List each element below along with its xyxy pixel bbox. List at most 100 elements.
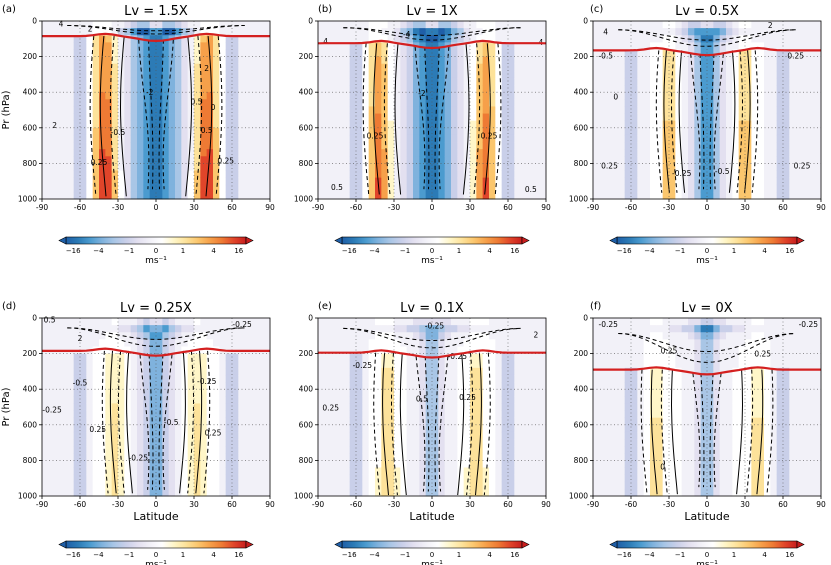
heat-cell — [238, 467, 246, 476]
heat-cell — [770, 134, 778, 143]
heat-cell — [156, 106, 163, 114]
heat-cell — [713, 85, 721, 93]
contour-line — [438, 46, 450, 190]
heat-cell — [67, 77, 75, 86]
heat-cell — [413, 339, 420, 347]
heat-cell — [137, 481, 144, 490]
heat-cell — [118, 325, 125, 333]
heat-cell — [533, 325, 541, 333]
heat-cell — [814, 92, 822, 100]
heat-cell — [438, 21, 446, 29]
heat-cell — [118, 431, 125, 440]
heat-cell — [419, 446, 427, 454]
heat-cell — [263, 170, 271, 179]
heat-cell — [605, 63, 613, 72]
heat-cell — [99, 439, 106, 447]
heat-cell — [349, 56, 357, 65]
heat-cell — [92, 339, 100, 347]
heat-cell — [54, 424, 62, 433]
y-tick-label: 800 — [574, 159, 589, 168]
heat-cell — [232, 113, 239, 122]
heat-cell — [330, 134, 338, 143]
heat-cell — [732, 77, 740, 86]
heat-cell — [206, 85, 214, 93]
heat-cell — [232, 396, 239, 404]
heat-cell — [337, 439, 344, 447]
heat-cell — [213, 113, 220, 122]
heat-cell — [814, 49, 822, 57]
contour-line — [484, 43, 491, 195]
heat-cell — [337, 403, 344, 411]
heat-cell — [187, 42, 195, 50]
heat-cell — [476, 318, 484, 326]
heat-cell — [495, 120, 503, 129]
heat-cell — [330, 127, 338, 136]
heat-cell — [225, 417, 233, 426]
heat-cell — [476, 481, 484, 490]
heat-cell — [394, 63, 401, 72]
heat-cell — [406, 127, 414, 136]
heat-cell — [618, 488, 626, 497]
heat-cell — [618, 92, 626, 100]
heat-cell — [318, 70, 325, 79]
heat-cell — [318, 63, 325, 72]
heat-cell — [612, 431, 619, 440]
heat-cell — [501, 488, 509, 497]
heat-cell — [111, 424, 119, 433]
heat-cell — [394, 332, 401, 340]
heat-cell — [514, 63, 522, 72]
heat-cell — [362, 332, 370, 340]
heat-cell — [732, 134, 740, 143]
heat-cell — [86, 417, 94, 426]
contour-line — [373, 352, 381, 496]
heat-cell — [675, 134, 683, 143]
heat-cell — [200, 367, 208, 376]
heat-cell — [501, 85, 509, 93]
heat-cell — [605, 56, 613, 65]
heat-cell — [451, 35, 458, 43]
heat-cell — [263, 28, 271, 36]
heat-cell — [251, 42, 258, 50]
heat-cell — [324, 360, 332, 369]
heat-cell — [200, 446, 208, 454]
heat-cell — [244, 49, 252, 57]
heat-cell — [599, 417, 607, 426]
heat-cell — [419, 460, 427, 468]
heat-cell — [238, 481, 246, 490]
heat-cell — [508, 177, 515, 186]
heat-cell — [476, 403, 484, 411]
heat-cell — [438, 346, 446, 354]
heat-cell — [356, 163, 363, 171]
heat-cell — [80, 28, 87, 36]
heat-cell — [137, 410, 144, 419]
heat-cell — [48, 191, 56, 200]
heat-cell — [612, 360, 619, 369]
heat-cell — [789, 113, 797, 122]
heat-cell — [130, 367, 138, 376]
heat-cell — [713, 77, 721, 86]
heat-cell — [508, 77, 515, 86]
heat-cell — [54, 360, 62, 369]
heat-cell — [527, 424, 534, 433]
heat-cell — [489, 367, 496, 376]
heat-cell — [726, 99, 733, 107]
heat-cell — [219, 177, 227, 186]
heat-cell — [400, 92, 408, 100]
heat-cell — [137, 85, 144, 93]
heat-cell — [368, 431, 376, 440]
contour-line — [475, 352, 482, 496]
heat-cell — [650, 149, 657, 157]
contour-line — [473, 43, 481, 195]
heat-cell — [92, 325, 100, 333]
heat-cell — [149, 113, 157, 122]
heat-cell — [99, 191, 106, 200]
y-tick-label: 600 — [23, 420, 38, 429]
heat-cell — [143, 106, 151, 114]
heat-cell — [130, 339, 138, 347]
heat-cell — [599, 120, 607, 129]
heat-cell — [337, 332, 344, 340]
heat-cell — [719, 63, 727, 72]
heat-cell — [425, 28, 433, 36]
heat-cell — [213, 488, 220, 497]
heat-cell — [156, 113, 163, 122]
